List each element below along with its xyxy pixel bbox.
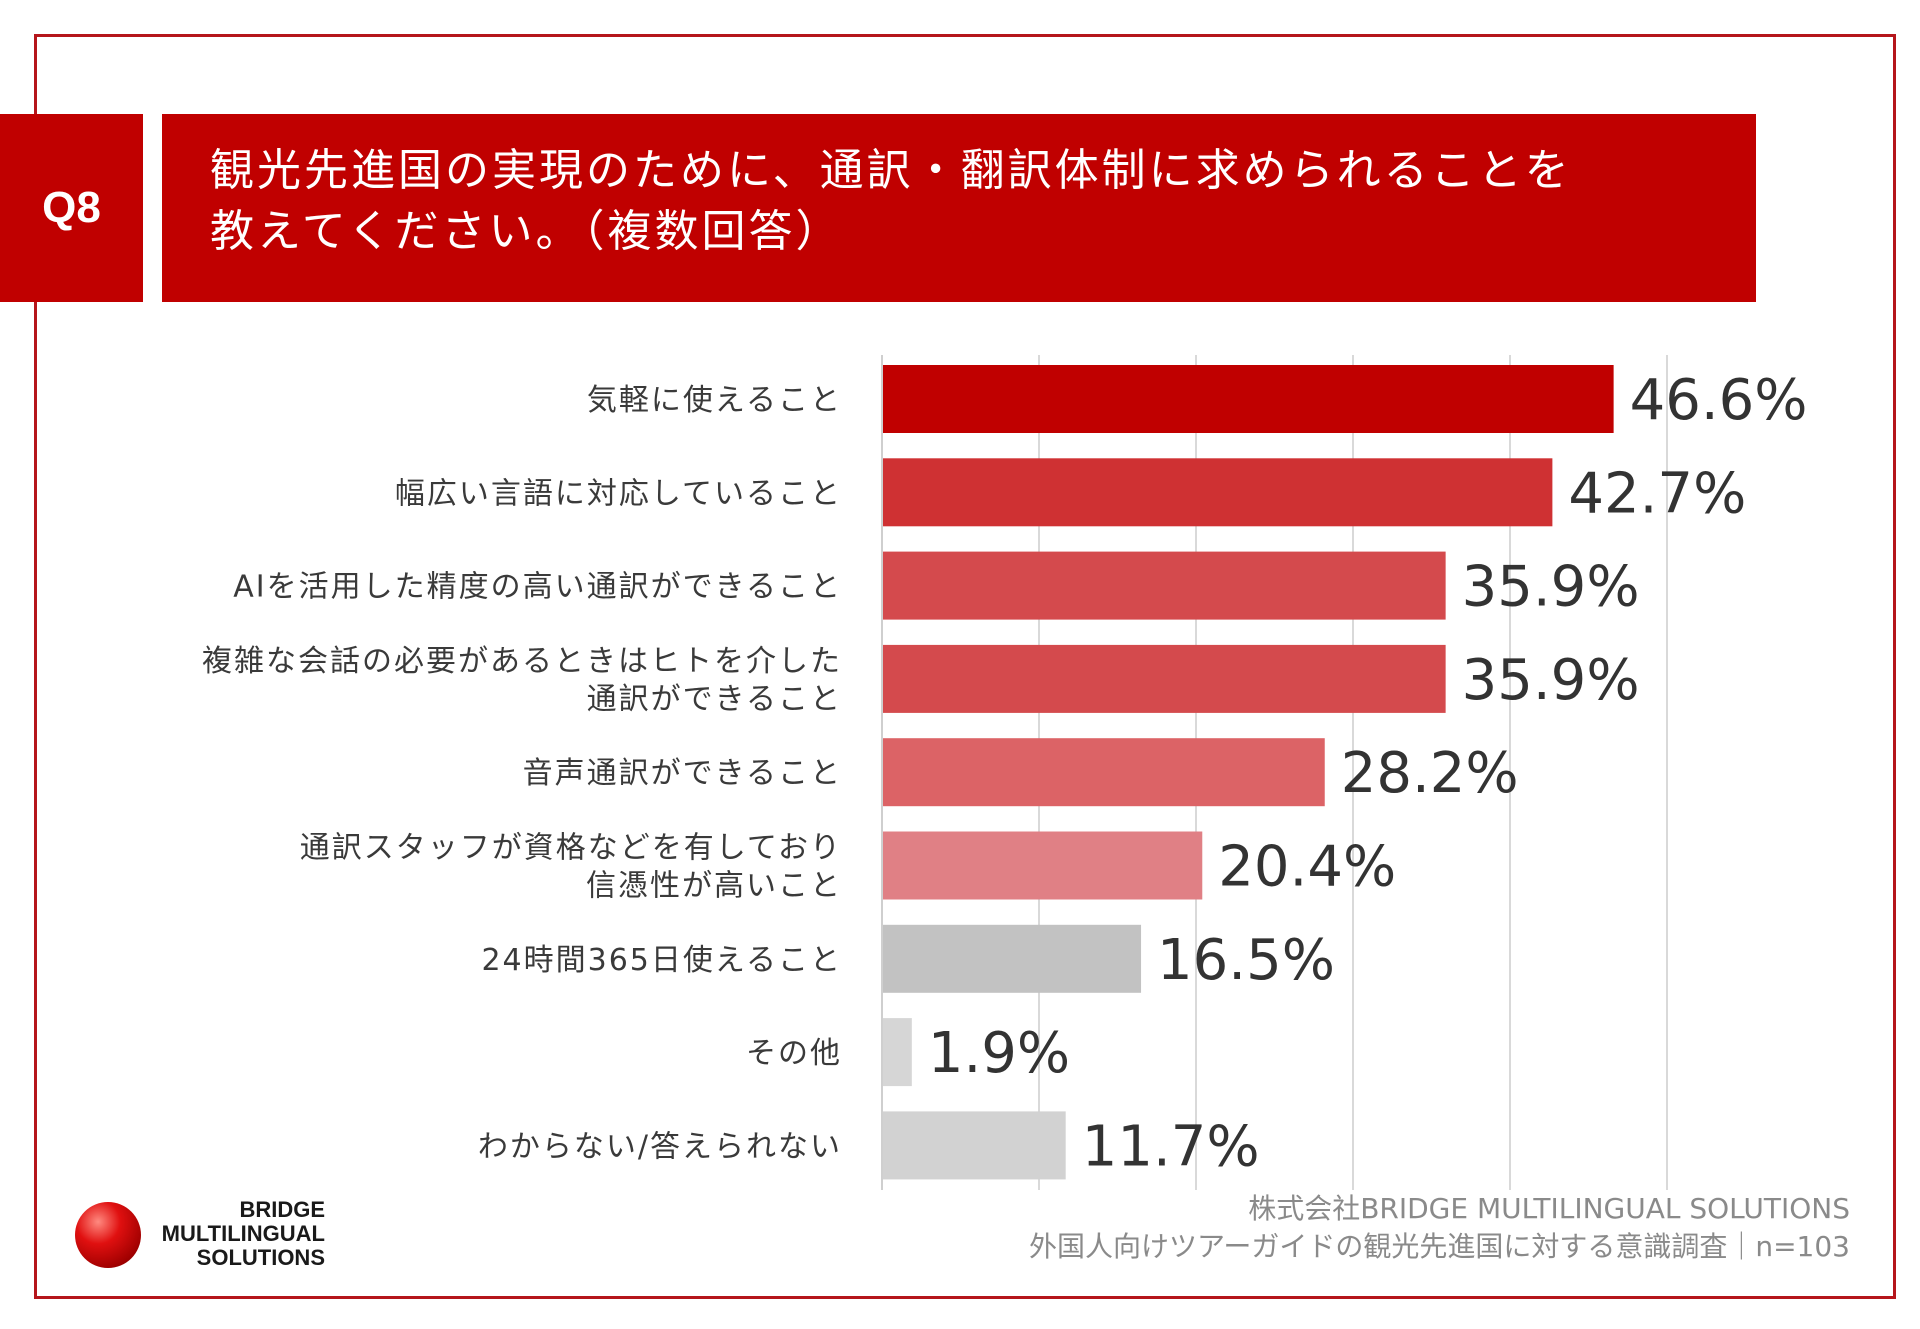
bar [882, 551, 1446, 620]
outer-frame [34, 34, 1896, 1299]
question-title-line1: 観光先進国の実現のために、通訳・翻訳体制に求められることを [210, 145, 1572, 196]
category-label: 幅広い言語に対応していること [395, 476, 842, 511]
value-label: 35.9% [1462, 555, 1640, 620]
category-label: 複雑な会話の必要があるときはヒトを介した [202, 644, 842, 679]
bar [882, 644, 1446, 713]
value-label: 20.4% [1218, 835, 1396, 900]
value-label: 35.9% [1462, 648, 1640, 713]
value-label: 28.2% [1341, 741, 1519, 806]
value-label: 11.7% [1082, 1114, 1260, 1179]
footer-company: 株式会社BRIDGE MULTILINGUAL SOLUTIONS [1248, 1192, 1850, 1225]
category-label: その他 [746, 1036, 842, 1071]
logo-line2: MULTILINGUAL [161, 1221, 325, 1246]
bar [882, 365, 1614, 433]
bar [882, 831, 1203, 900]
category-label: 信憑性が高いこと [586, 869, 842, 904]
logo-line1: BRIDGE [239, 1197, 325, 1222]
question-title-line2: 教えてください。（複数回答） [210, 206, 843, 257]
category-label: 音声通訳ができること [523, 756, 842, 791]
bar [882, 1111, 1066, 1180]
company-logo: BRIDGE MULTILINGUAL SOLUTIONS [75, 1198, 355, 1278]
bar [882, 924, 1142, 993]
category-label: 24時間365日使えること [481, 943, 842, 978]
category-label: 気軽に使えること [587, 383, 842, 418]
bar [882, 458, 1553, 527]
question-badge: Q8 [0, 114, 143, 302]
logo-sphere-icon [75, 1202, 141, 1268]
question-title: 観光先進国の実現のために、通訳・翻訳体制に求められることを 教えてください。（複… [162, 114, 1756, 302]
value-label: 42.7% [1568, 461, 1746, 526]
value-label: 46.6% [1630, 368, 1808, 433]
category-label: 通訳スタッフが資格などを有しており [300, 831, 842, 866]
category-label: AIを活用した精度の高い通訳ができること [233, 570, 842, 605]
bar [882, 1018, 912, 1087]
logo-line3: SOLUTIONS [196, 1245, 325, 1270]
category-label: 通訳ができること [587, 682, 842, 717]
bar [882, 738, 1325, 807]
category-label: わからない/答えられない [478, 1129, 842, 1164]
logo-text: BRIDGE MULTILINGUAL SOLUTIONS [147, 1198, 325, 1270]
value-label: 1.9% [928, 1021, 1070, 1086]
value-label: 16.5% [1157, 928, 1335, 993]
source-footer: 株式会社BRIDGE MULTILINGUAL SOLUTIONS 外国人向けツ… [1029, 1190, 1850, 1266]
footer-survey: 外国人向けツアーガイドの観光先進国に対する意識調査｜n=103 [1029, 1230, 1850, 1263]
